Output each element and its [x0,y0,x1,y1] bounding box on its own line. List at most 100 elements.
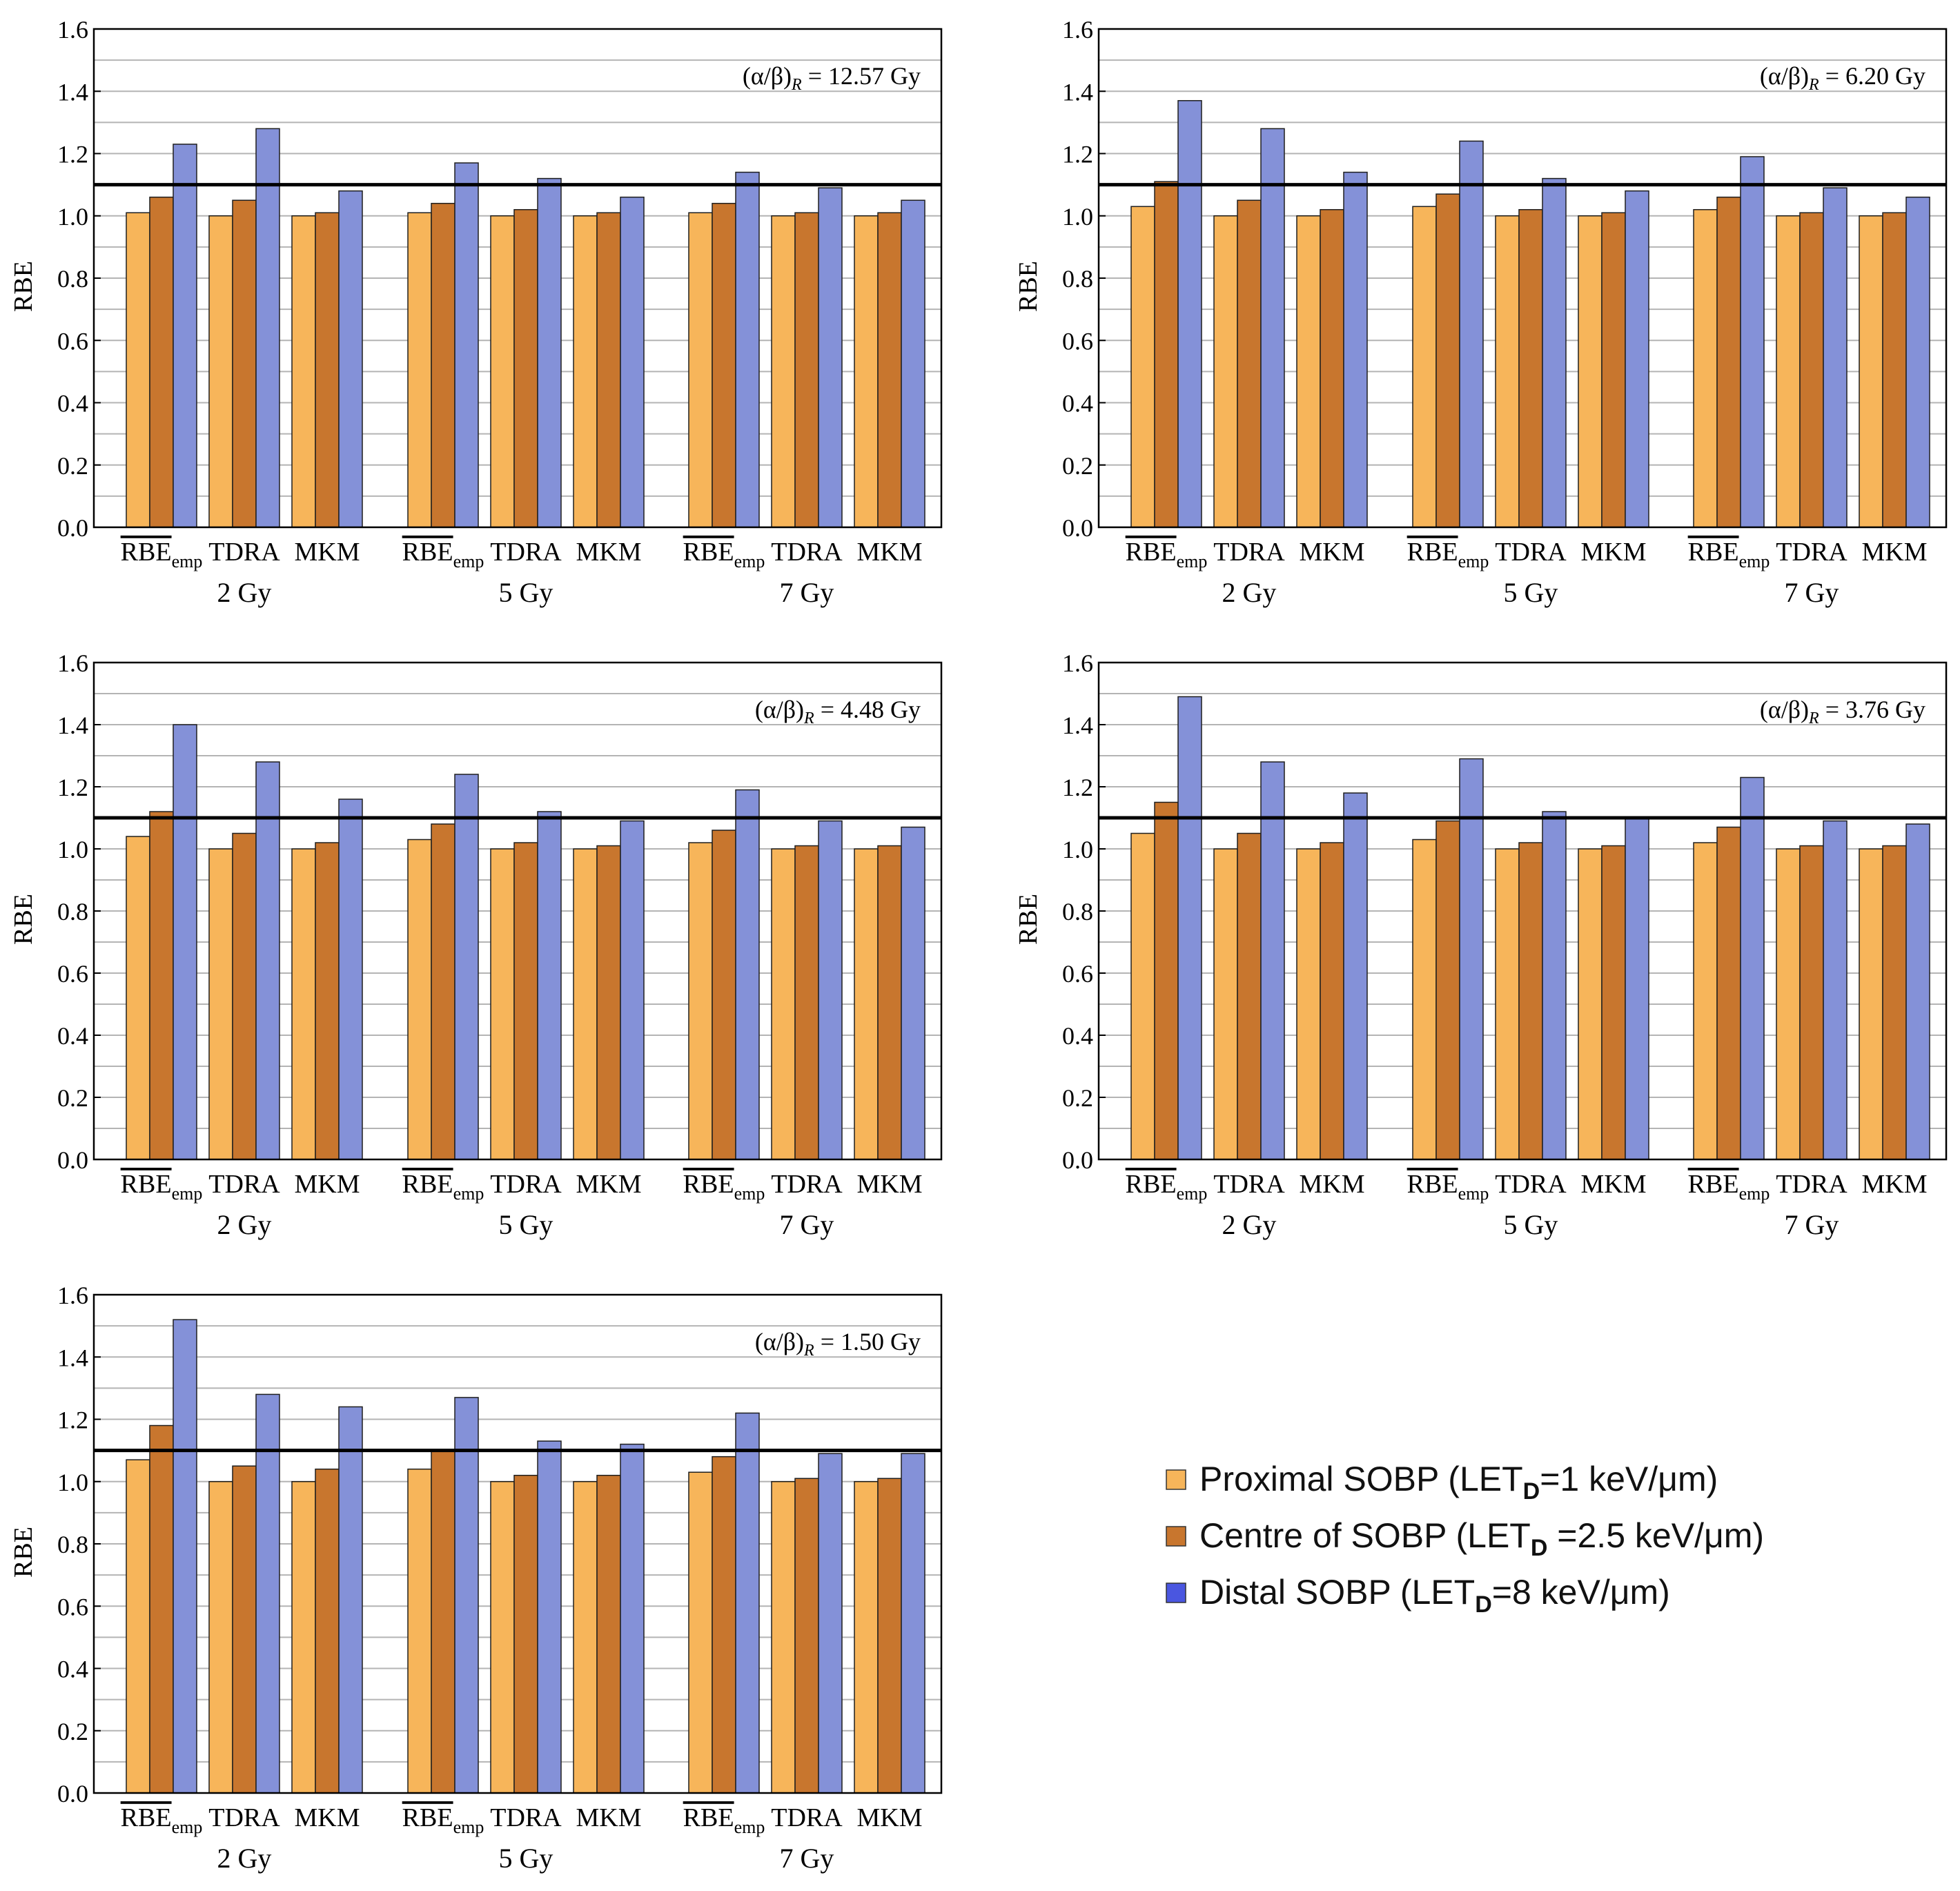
y-tick-label: 1.2 [57,1407,88,1434]
bar-centre-2gy-mkm [1320,208,1344,528]
bar-proximal-7gy-rbe [688,1471,713,1794]
model-main: TDRA [1495,1170,1567,1199]
bar-centre-7gy-rbe [712,830,736,1160]
model-label: TDRA [490,1170,562,1199]
bar-distal-7gy-tdra [1823,820,1848,1160]
bar-proximal-5gy-tdra [1495,848,1520,1160]
bar-proximal-5gy-mkm [1578,215,1603,528]
model-label: RBEemp [1126,538,1208,571]
y-tick-label: 1.0 [1062,203,1093,231]
bar-distal-5gy-rbe [454,1397,479,1794]
y-axis-label: RBE [1014,261,1043,312]
bar-distal-2gy-tdra [1260,128,1285,528]
model-main: MKM [294,538,360,567]
model-label: MKM [294,1170,360,1199]
bar-proximal-2gy-rbe [126,212,150,528]
plot-frame [92,661,943,1161]
annotation-suffix: = 6.20 Gy [1819,62,1925,90]
model-main: RBE [683,1803,734,1832]
alpha-beta-annotation: (α/β)R = 1.50 Gy [755,1328,921,1360]
model-sub: emp [172,1817,203,1837]
model-label: MKM [856,538,922,567]
model-main: RBE [402,1803,453,1832]
model-main: TDRA [208,538,280,567]
model-label: TDRA [208,538,280,567]
bar-centre-2gy-rbe [149,1424,174,1794]
bar-distal-5gy-mkm [620,196,645,528]
bar-distal-5gy-rbe [454,774,479,1160]
model-label: TDRA [1495,1170,1567,1199]
annotation-prefix: (α/β) [1760,696,1809,723]
dose-group-label: 7 Gy [780,1209,834,1240]
bar-centre-2gy-rbe [149,196,174,528]
model-label: RBEemp [121,538,203,571]
bar-distal-5gy-tdra [1542,811,1567,1160]
bar-centre-2gy-mkm [315,1468,340,1794]
bar-centre-7gy-rbe [712,202,736,528]
y-tick-label: 1.6 [1062,16,1093,43]
annotation-suffix: = 4.48 Gy [814,696,921,723]
y-tick-label: 1.4 [57,712,88,739]
bar-proximal-2gy-rbe [1130,832,1155,1160]
bar-proximal-2gy-rbe [1130,206,1155,528]
bar-proximal-2gy-rbe [126,836,150,1160]
alpha-beta-annotation: (α/β)R = 6.20 Gy [1760,62,1925,94]
model-main: MKM [1299,538,1364,567]
model-main: RBE [1688,538,1739,567]
bar-distal-2gy-mkm [1343,171,1368,528]
dose-group-label: 7 Gy [1785,1209,1839,1240]
legend-text-post: =1 keV/μm) [1540,1460,1718,1498]
bar-centre-5gy-tdra [513,842,538,1160]
model-sub: emp [1177,1184,1208,1204]
model-main: TDRA [1495,538,1567,567]
model-main: MKM [1299,1170,1364,1199]
y-tick-label: 0.0 [57,514,88,542]
bar-distal-2gy-rbe [1177,696,1202,1160]
bar-distal-2gy-rbe [173,144,197,528]
model-sub: emp [453,551,484,571]
bar-distal-2gy-rbe [1177,100,1202,528]
model-main: RBE [1688,1170,1739,1199]
bar-distal-5gy-mkm [620,1443,645,1794]
bar-proximal-7gy-mkm [1859,848,1883,1160]
model-label: TDRA [208,1170,280,1199]
bar-centre-2gy-rbe [1154,801,1179,1160]
model-main: MKM [856,1803,922,1832]
model-main: RBE [121,538,172,567]
y-tick-label: 0.8 [1062,898,1093,925]
bar-proximal-2gy-mkm [291,848,316,1160]
bar-centre-2gy-tdra [1237,832,1262,1160]
model-label: MKM [576,538,641,567]
model-sub: emp [1458,1184,1489,1204]
model-main: RBE [1407,1170,1458,1199]
bar-distal-2gy-rbe [173,1319,197,1794]
bar-centre-2gy-mkm [315,212,340,528]
y-tick-label: 0.2 [1062,1084,1093,1112]
bar-proximal-5gy-mkm [573,215,598,528]
model-main: TDRA [771,538,843,567]
y-tick-label: 0.2 [57,1718,88,1745]
model-main: RBE [1126,538,1177,567]
bar-proximal-2gy-tdra [208,848,233,1160]
plot-frame [92,28,943,529]
bar-proximal-5gy-mkm [573,1481,598,1794]
bar-proximal-5gy-rbe [407,839,432,1160]
model-main: RBE [121,1803,172,1832]
annotation-sub: R [803,1342,814,1360]
bar-proximal-7gy-mkm [1859,215,1883,528]
bar-distal-2gy-tdra [255,1393,280,1794]
model-main: TDRA [771,1803,843,1832]
bar-distal-7gy-mkm [1905,196,1930,528]
model-label: MKM [856,1170,922,1199]
bar-distal-7gy-rbe [735,171,760,528]
bar-centre-7gy-mkm [1882,212,1907,528]
model-main: MKM [856,538,922,567]
annotation-prefix: (α/β) [1760,62,1809,90]
bar-centre-5gy-mkm [1601,845,1626,1160]
bar-centre-5gy-tdra [513,1474,538,1794]
y-tick-label: 1.4 [57,1344,88,1371]
bar-proximal-2gy-tdra [208,1481,233,1794]
model-label: MKM [576,1170,641,1199]
model-main: TDRA [1213,538,1285,567]
